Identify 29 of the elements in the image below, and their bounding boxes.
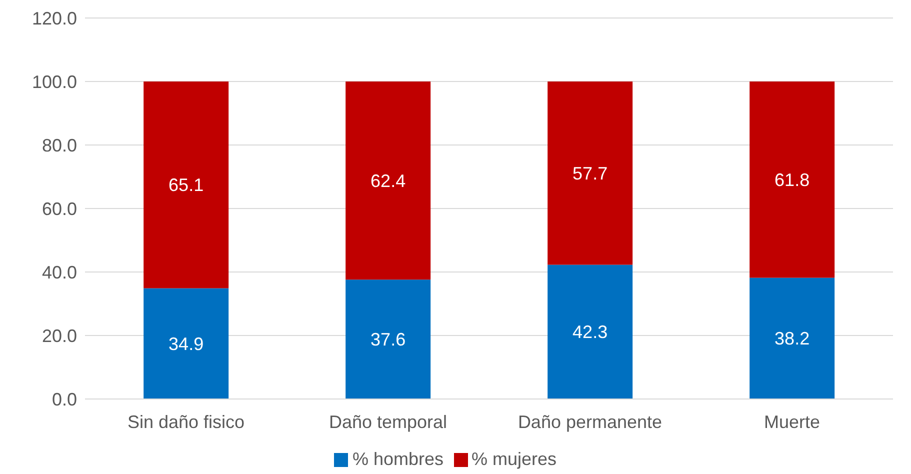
- y-tick-label: 40.0: [42, 262, 77, 282]
- bar: [346, 280, 431, 399]
- bar: [144, 82, 229, 288]
- data-label: 57.7: [572, 163, 608, 184]
- data-label: 61.8: [774, 170, 810, 190]
- y-tick-label: 80.0: [42, 135, 77, 156]
- bar: [750, 82, 835, 278]
- bar: [144, 288, 229, 399]
- y-tick-label: 100.0: [32, 72, 77, 92]
- bar: [750, 278, 835, 399]
- data-label: 37.6: [370, 330, 406, 350]
- data-label: 62.4: [370, 170, 406, 191]
- x-tick-label: Daño temporal: [328, 412, 448, 432]
- data-label: 38.2: [774, 328, 810, 349]
- data-label: 34.9: [168, 334, 204, 354]
- data-label: 65.1: [168, 175, 204, 196]
- y-tick-label: 120.0: [32, 8, 77, 28]
- data-label: 42.3: [572, 322, 608, 342]
- x-tick-label: Daño permanente: [518, 412, 662, 432]
- bar: [548, 264, 633, 399]
- bar: [548, 82, 633, 265]
- legend-label: % hombres: [352, 449, 444, 469]
- y-tick-label: 60.0: [42, 198, 77, 219]
- y-tick-label: 0.0: [52, 389, 77, 410]
- bar: [346, 82, 431, 280]
- x-tick-label: Muerte: [764, 412, 820, 432]
- legend-label: % mujeres: [472, 449, 557, 469]
- y-tick-label: 20.0: [42, 326, 77, 346]
- x-tick-label: Sin daño fisico: [127, 412, 245, 432]
